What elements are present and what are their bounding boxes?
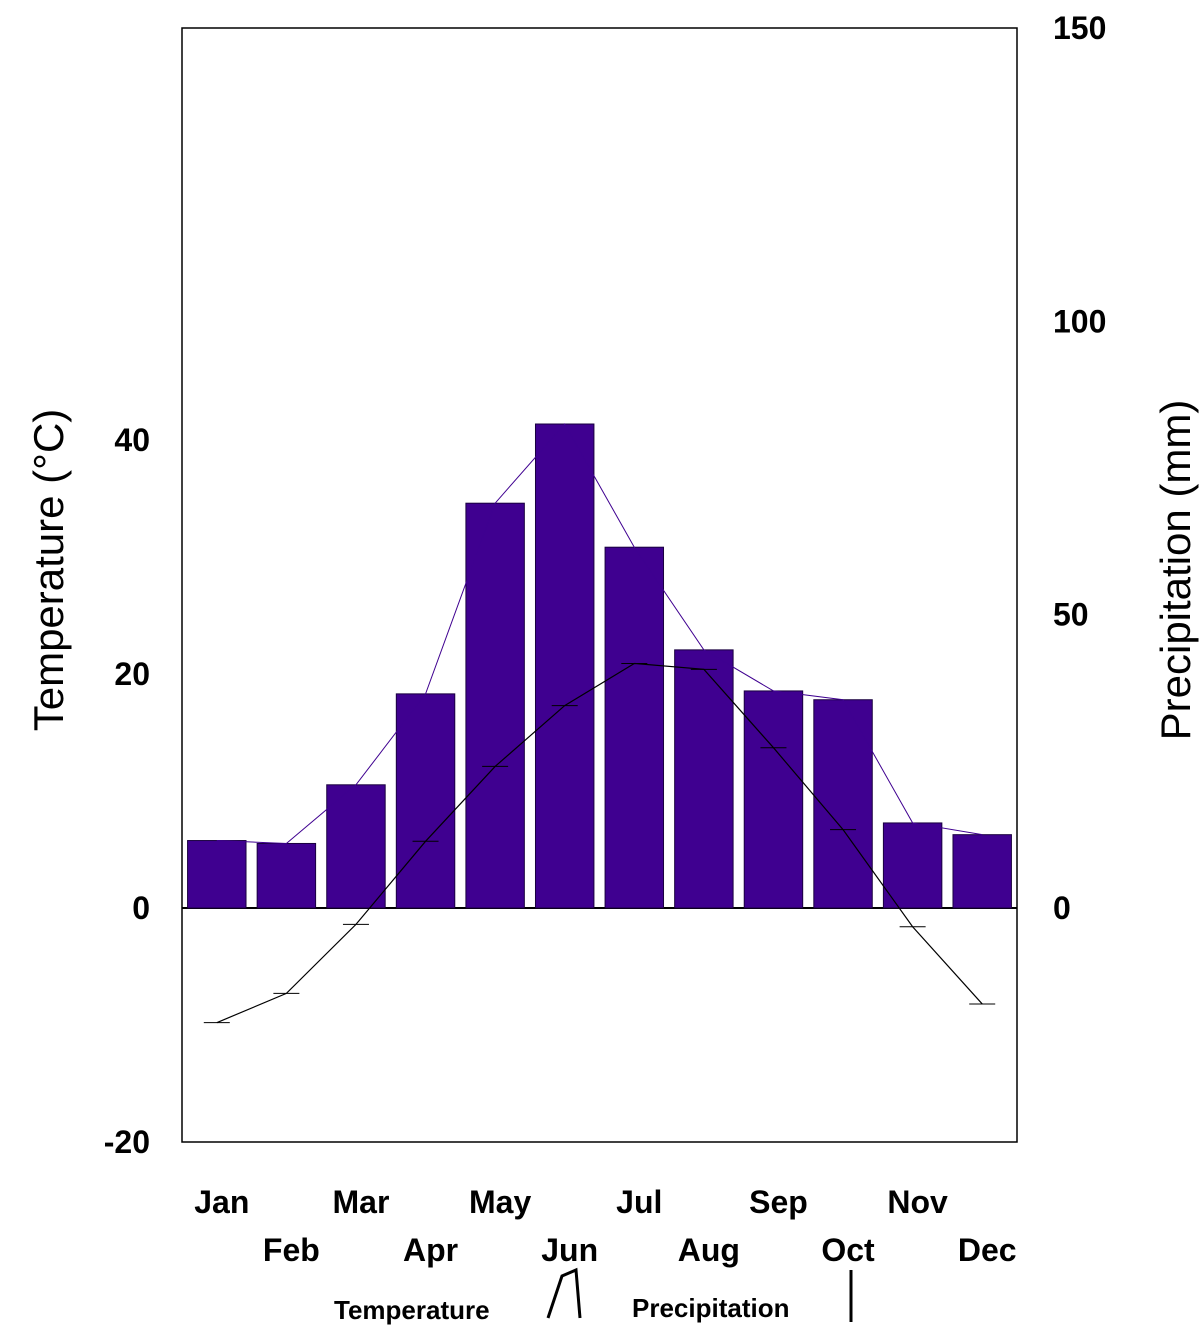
precipitation-bar-aug [674, 649, 734, 909]
right-tick-label: 150 [1053, 10, 1106, 46]
legend-precipitation-label: Precipitation [632, 1293, 789, 1323]
x-tick-label-feb: Feb [263, 1232, 320, 1268]
precipitation-bar-dec [952, 834, 1012, 909]
x-tick-label-jan: Jan [194, 1184, 249, 1220]
x-tick-label-oct: Oct [821, 1232, 875, 1268]
precipitation-bar-may [465, 502, 525, 909]
temperature-polyline [216, 662, 983, 1024]
right-axis-ticks: 150 100 50 0 [1053, 10, 1106, 926]
x-tick-label-dec: Dec [958, 1232, 1017, 1268]
precipitation-bar-oct [813, 699, 873, 909]
right-tick-label: 0 [1053, 890, 1071, 926]
x-tick-label-aug: Aug [678, 1232, 740, 1268]
legend: Temperature Precipitation [334, 1267, 853, 1325]
precipitation-bar-jan [187, 840, 247, 909]
left-tick-label: 40 [114, 422, 150, 458]
right-tick-label: 100 [1053, 303, 1106, 339]
precipitation-bar-jun [534, 423, 595, 909]
x-tick-label-jul: Jul [616, 1184, 662, 1220]
legend-temperature-symbol [546, 1267, 582, 1319]
x-tick-label-may: May [469, 1184, 531, 1220]
precipitation-bar-jul [604, 546, 665, 909]
x-tick-label-jun: Jun [541, 1232, 598, 1268]
x-tick-label-sep: Sep [749, 1184, 808, 1220]
precipitation-bars [187, 423, 1012, 909]
left-axis-title: Temperature (°C) [25, 409, 72, 732]
left-axis-ticks: 40 20 0 -20 [104, 422, 150, 1160]
precipitation-bar-feb [256, 842, 317, 909]
precipitation-bar-apr [395, 693, 456, 909]
x-tick-label-nov: Nov [887, 1184, 948, 1220]
x-tick-label-mar: Mar [333, 1184, 390, 1220]
precipitation-bar-nov [882, 822, 943, 909]
precipitation-bar-mar [326, 784, 386, 909]
right-axis-title: Precipitation (mm) [1152, 400, 1199, 741]
left-tick-label: 20 [114, 656, 150, 692]
left-tick-label: 0 [132, 890, 150, 926]
temperature-line [203, 662, 996, 1024]
plot-frame [181, 27, 1018, 1143]
left-tick-label: -20 [104, 1124, 150, 1160]
precipitation-bar-sep [743, 690, 804, 909]
precipitation-connector [216, 423, 983, 844]
precipitation-line [216, 423, 983, 844]
legend-temperature-label: Temperature [334, 1295, 490, 1325]
right-tick-label: 50 [1053, 597, 1089, 633]
x-tick-label-apr: Apr [403, 1232, 458, 1268]
